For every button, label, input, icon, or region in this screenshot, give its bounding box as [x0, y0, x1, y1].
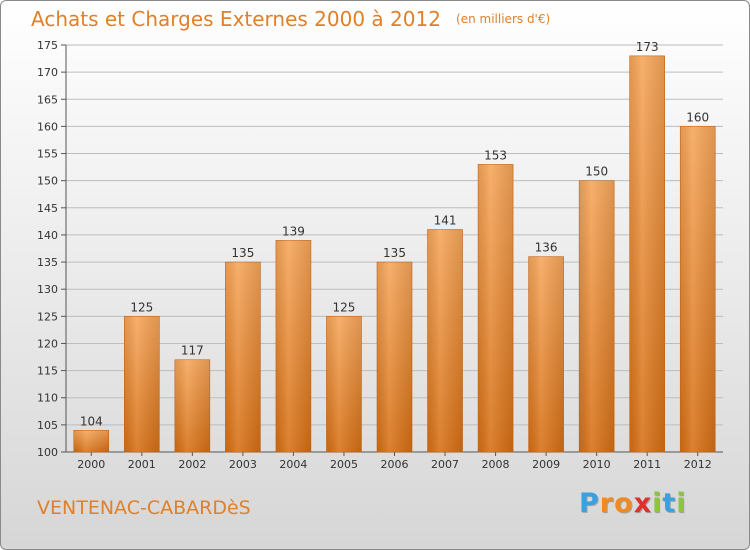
logo-letter: r	[599, 488, 615, 519]
x-tick-label: 2010	[583, 458, 611, 471]
y-tick-label: 175	[37, 39, 58, 52]
bar-shading	[478, 164, 514, 453]
bar-shading	[629, 55, 665, 452]
y-tick-label: 140	[37, 229, 58, 242]
data-label: 117	[181, 344, 204, 358]
bar-shading	[275, 240, 311, 452]
y-tick-label: 100	[37, 446, 58, 459]
y-tick-label: 115	[37, 365, 58, 378]
bar-shading	[427, 229, 463, 452]
x-tick-label: 2012	[684, 458, 712, 471]
x-tick-label: 2004	[279, 458, 307, 471]
data-label: 139	[282, 224, 305, 238]
data-label: 135	[231, 246, 254, 260]
bar-shading	[579, 180, 615, 452]
y-tick-label: 125	[37, 310, 58, 323]
y-tick-label: 105	[37, 419, 58, 432]
data-label: 141	[434, 214, 457, 228]
y-tick-label: 165	[37, 93, 58, 106]
y-tick-label: 130	[37, 283, 58, 296]
bar-shading	[225, 262, 261, 452]
data-label: 135	[383, 246, 406, 260]
title-row: Achats et Charges Externes 2000 à 2012 (…	[31, 7, 550, 31]
logo-letter: t	[662, 488, 677, 519]
x-tick-label: 2006	[381, 458, 409, 471]
y-tick-label: 160	[37, 120, 58, 133]
data-label: 104	[80, 414, 103, 428]
y-tick-label: 170	[37, 66, 58, 79]
y-tick-label: 150	[37, 175, 58, 188]
data-label: 160	[686, 110, 709, 124]
logo-letter: i	[676, 488, 687, 519]
x-tick-label: 2005	[330, 458, 358, 471]
y-tick-label: 135	[37, 256, 58, 269]
x-tick-label: 2011	[633, 458, 661, 471]
data-label: 136	[535, 241, 558, 255]
label-layer: 104 2000 125 2001 117 2002 135 2003 139 2004 125 20…	[77, 40, 711, 471]
x-tick-label: 2001	[128, 458, 156, 471]
x-tick-label: 2003	[229, 458, 257, 471]
x-tick-label: 2002	[178, 458, 206, 471]
proxiti-logo[interactable]: Proxiti	[579, 488, 687, 519]
bar-shading	[174, 359, 210, 452]
x-tick-label: 2009	[532, 458, 560, 471]
bar-layer	[73, 55, 716, 453]
data-label: 150	[585, 165, 608, 179]
bar-shading	[680, 126, 716, 453]
logo-letter: i	[652, 488, 663, 519]
y-tick-label: 155	[37, 148, 58, 161]
chart-title: Achats et Charges Externes 2000 à 2012	[31, 7, 441, 31]
chart-subtitle: (en milliers d'€)	[456, 12, 551, 26]
y-tick-label: 110	[37, 392, 58, 405]
x-tick-label: 2007	[431, 458, 459, 471]
logo-letter: x	[633, 488, 653, 519]
data-label: 125	[130, 300, 153, 314]
data-label: 125	[333, 300, 356, 314]
y-tick-label: 145	[37, 202, 58, 215]
logo-letter: P	[579, 488, 600, 519]
commune-name: VENTENAC-CABARDèS	[37, 497, 251, 519]
data-label: 173	[636, 40, 659, 54]
bar-shading	[124, 316, 160, 452]
bar-shading	[73, 430, 109, 452]
logo-letter: o	[614, 488, 634, 519]
x-tick-label: 2000	[77, 458, 105, 471]
x-tick-label: 2008	[482, 458, 510, 471]
bar-shading	[326, 316, 362, 452]
data-label: 153	[484, 148, 507, 162]
y-tick-label: 120	[37, 337, 58, 350]
bar-shading	[377, 262, 412, 452]
bar-shading	[528, 256, 564, 452]
